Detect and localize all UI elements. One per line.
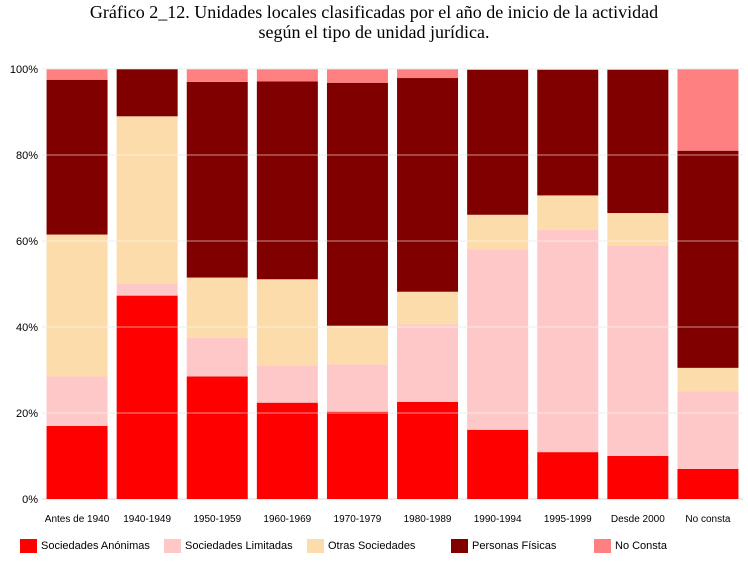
legend-item: Personas Físicas	[451, 538, 556, 554]
bar-segment	[397, 69, 459, 79]
legend-label: Sociedades Limitadas	[185, 540, 293, 552]
chart-title: Gráfico 2_12. Unidades locales clasifica…	[0, 2, 748, 42]
bar-segment	[186, 69, 248, 82]
legend-label: Otras Sociedades	[328, 540, 416, 552]
bar-segment	[537, 69, 599, 196]
bar-segment	[116, 284, 178, 296]
y-tick-label: 60%	[16, 236, 38, 248]
bar-segment	[677, 367, 739, 392]
bar-segment	[116, 295, 178, 499]
x-tick-label: 1995-1999	[544, 514, 592, 525]
bar-segment	[116, 116, 178, 284]
x-tick-label: 1960-1969	[263, 514, 311, 525]
bar-segment	[397, 78, 459, 292]
y-tick-label: 100%	[10, 64, 38, 76]
legend-item: Otras Sociedades	[307, 538, 415, 554]
bar-segment	[256, 81, 318, 280]
bar-segment	[397, 291, 459, 325]
bar-segment	[256, 402, 318, 499]
bar-segment	[326, 69, 388, 83]
bar-segment	[607, 69, 669, 214]
bar-segment	[116, 69, 178, 117]
bar-segment	[607, 213, 669, 246]
legend-label: Sociedades Anónimas	[41, 540, 150, 552]
bar-segment	[607, 245, 669, 456]
bar-segment	[467, 69, 529, 215]
legend-item: Sociedades Limitadas	[164, 538, 293, 554]
bar-segment	[256, 365, 318, 403]
bar-segment	[46, 376, 108, 426]
x-tick-label: 1950-1959	[193, 514, 241, 525]
bar-segment	[537, 229, 599, 453]
bar-segment	[467, 214, 529, 250]
bar-segment	[467, 249, 529, 430]
bar-segment	[186, 337, 248, 377]
bar-segment	[186, 277, 248, 338]
bar-segment	[46, 69, 108, 80]
legend-item: Sociedades Anónimas	[20, 538, 150, 554]
x-tick-label: 1940-1949	[123, 514, 171, 525]
bar-segment	[326, 82, 388, 326]
x-tick-label: 1980-1989	[404, 514, 452, 525]
legend: Sociedades Anónimas Sociedades Limitadas O…	[0, 538, 748, 558]
y-axis-tick-labels: 0% 20% 40% 60% 80% 100%	[10, 64, 38, 506]
bar-segment	[256, 69, 318, 82]
legend-swatch	[594, 539, 611, 553]
x-tick-label: 1990-1994	[474, 514, 522, 525]
legend-swatch	[164, 539, 181, 553]
bar-segment	[256, 279, 318, 366]
bar-segment	[537, 195, 599, 230]
bar-segment	[46, 425, 108, 499]
x-tick-label: Antes de 1940	[45, 514, 110, 525]
x-tick-label: No consta	[685, 514, 730, 525]
y-tick-label: 0%	[22, 494, 38, 506]
bar-segment	[607, 456, 669, 499]
legend-swatch	[451, 539, 468, 553]
legend-label: Personas Físicas	[472, 540, 557, 552]
bars	[42, 68, 743, 499]
chart-title-line-1: Gráfico 2_12. Unidades locales clasifica…	[89, 2, 659, 22]
x-tick-label: 1970-1979	[334, 514, 382, 525]
legend-label: No Consta	[615, 540, 667, 552]
bar-segment	[326, 364, 388, 412]
chart-title-line-2: según el tipo de unidad jurídica.	[258, 22, 490, 42]
bar-segment	[537, 452, 599, 499]
bar-segment	[46, 79, 108, 235]
bar-segment	[397, 401, 459, 499]
bar-segment	[186, 81, 248, 278]
bar-segment	[467, 429, 529, 499]
y-tick-label: 80%	[16, 150, 38, 162]
bar-segment	[677, 391, 739, 469]
bar-segment	[677, 468, 739, 499]
x-tick-label: Desde 2000	[611, 514, 665, 525]
legend-item: No Consta	[594, 538, 667, 554]
bar-segment	[397, 324, 459, 402]
y-tick-label: 20%	[16, 408, 38, 420]
x-axis-tick-labels: Antes de 1940 1940-1949 1950-1959 1960-1969…	[45, 514, 731, 525]
y-tick-label: 40%	[16, 322, 38, 334]
bar-segment	[677, 150, 739, 368]
legend-swatch	[307, 539, 324, 553]
legend-swatch	[20, 539, 37, 553]
bar-segment	[677, 69, 739, 151]
bar-segment	[186, 376, 248, 499]
bar-segment	[46, 234, 108, 377]
bar-segment	[326, 411, 388, 499]
bar-segment	[326, 325, 388, 365]
